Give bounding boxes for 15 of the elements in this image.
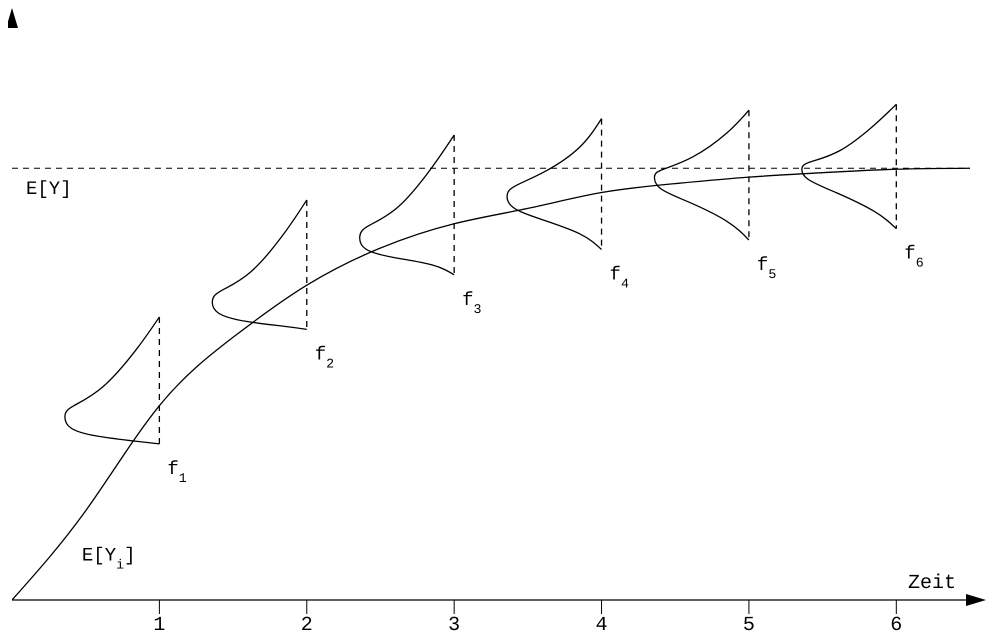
annotation: E[Y$_{i}$]	[82, 544, 136, 572]
annotation: f$_{2}$	[314, 343, 334, 371]
annotation: f$_{5}$	[756, 254, 776, 282]
x-axis-title: Zeit	[908, 572, 956, 595]
annotation: f$_{6}$	[904, 242, 924, 270]
x-tick-label: 4	[596, 614, 608, 638]
x-tick-label: 3	[448, 614, 460, 638]
x-tick-label: 5	[742, 614, 755, 638]
x-tick-label: 1	[153, 614, 166, 638]
x-tick-label: 6	[890, 614, 902, 638]
x-tick-label: 2	[300, 614, 313, 638]
annotation: f$_{1}$	[167, 458, 187, 486]
annotation: f$_{4}$	[610, 264, 629, 292]
annotation: f$_{3}$	[462, 288, 482, 316]
ref-line-label: E[Y]	[26, 178, 72, 200]
